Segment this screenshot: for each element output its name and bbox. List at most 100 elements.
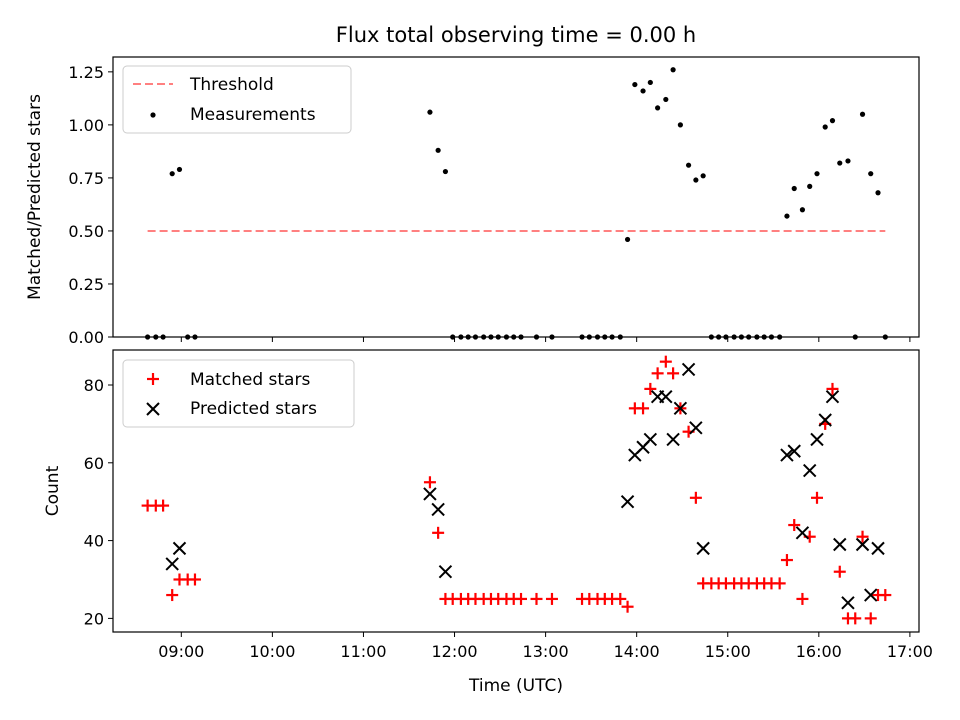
count-panel-frame [112, 349, 920, 633]
predicted-star-point [643, 432, 658, 447]
measurement-point [640, 88, 646, 94]
predicted-star-point [795, 526, 810, 540]
measurement-point [868, 171, 874, 177]
predicted-star-point [855, 537, 870, 552]
predicted-star-point [620, 494, 635, 509]
x-tick-label: 17:00 [887, 642, 933, 661]
predicted-star-point [803, 463, 817, 478]
measurement-point [632, 81, 638, 88]
matched-star-point [166, 589, 179, 602]
matched-star-point [667, 367, 680, 380]
measurement-point [685, 162, 692, 168]
matched-star-point [796, 592, 809, 605]
measurement-point [859, 111, 866, 117]
measurement-point [829, 118, 836, 124]
count-y-tick-label: 40 [84, 532, 104, 551]
matched-star-point [788, 519, 801, 532]
predicted-star-point [666, 432, 680, 447]
matched-star-point [849, 612, 862, 625]
ratio-legend: Threshold Measurements [122, 65, 352, 134]
measurement-point [655, 105, 661, 111]
ratio-y-tick-label: 1.00 [68, 116, 104, 135]
matched-legend-swatch [147, 373, 159, 385]
predicted-star-point [841, 596, 855, 610]
matched-star-point [879, 589, 892, 602]
x-tick-label: 10:00 [249, 642, 295, 661]
count-y-tick-label: 20 [84, 609, 104, 628]
predicted-star-point [780, 448, 794, 462]
ratio-legend-box [122, 65, 352, 134]
matched-legend-label: Matched stars [190, 370, 310, 390]
measurements-legend-label: Measurements [190, 105, 316, 125]
matched-star-point [689, 491, 702, 504]
ratio-panel-ticks: 0.00 0.25 0.50 0.75 1.00 1.25 [68, 63, 911, 347]
x-tick-label: 11:00 [340, 642, 386, 661]
measurement-point [176, 166, 183, 173]
predicted-star-point [810, 432, 824, 447]
matched-star-point [432, 526, 445, 539]
count-y-tick-label: 80 [84, 376, 104, 395]
x-tick-label: 13:00 [523, 642, 569, 661]
count-legend-box [122, 359, 355, 428]
count-y-tick-label: 60 [84, 454, 104, 473]
ratio-y-tick-label: 0.75 [68, 169, 104, 188]
measurement-point [624, 236, 631, 243]
matched-star-point [188, 573, 201, 586]
predicted-star-point [165, 557, 179, 571]
predicted-star-point [696, 541, 710, 556]
measurement-point [814, 171, 820, 177]
matched-star-point [637, 402, 650, 415]
predicted-star-point [818, 413, 832, 427]
count-points [141, 355, 892, 625]
predicted-star-point [659, 389, 673, 404]
ratio-y-tick-label: 0.50 [68, 222, 104, 241]
predicted-star-point [681, 362, 696, 377]
measurement-point [663, 96, 669, 103]
threshold-legend-label: Threshold [189, 75, 274, 95]
measurement-point [837, 160, 843, 166]
measurement-point [700, 173, 706, 179]
predicted-star-point [833, 537, 847, 552]
count-legend: Matched stars Predicted stars [122, 359, 355, 428]
matched-star-point [545, 592, 558, 605]
count-panel: 20 40 60 80 09:00 10:00 11:00 12:00 13:00 14:00 15… [43, 349, 933, 696]
predicted-star-point [689, 421, 703, 435]
measurement-point [169, 171, 175, 177]
count-panel-ticks: 20 40 60 80 09:00 10:00 11:00 12:00 13:00 14:00 15… [84, 376, 933, 661]
predicted-star-point [864, 588, 878, 602]
measurement-point [845, 158, 851, 164]
measurement-point [799, 207, 806, 213]
predicted-star-point [871, 541, 885, 556]
matched-star-point [644, 382, 657, 395]
ratio-y-tick-label: 0.25 [68, 275, 104, 294]
predicted-legend-label: Predicted stars [190, 399, 317, 419]
count-y-axis-label: Count [43, 465, 63, 516]
predicted-star-point [438, 565, 453, 579]
ratio-y-tick-label: 0.00 [68, 328, 104, 347]
ratio-y-axis-label: Matched/Predicted stars [25, 94, 45, 300]
matched-star-point [651, 367, 664, 380]
measurement-point [807, 183, 813, 189]
measurement-point [677, 122, 683, 128]
predicted-star-point [825, 389, 840, 404]
matched-star-point [826, 382, 839, 395]
measurement-point [435, 147, 441, 153]
measurement-point [442, 168, 449, 175]
ratio-y-tick-label: 1.25 [68, 63, 104, 82]
measurements-legend-swatch [150, 112, 156, 118]
measurement-point [784, 213, 790, 219]
matched-star-point [157, 499, 170, 512]
x-tick-label: 09:00 [158, 642, 204, 661]
matched-star-point [780, 554, 793, 567]
measurement-point [875, 190, 881, 196]
matched-star-point [773, 577, 786, 590]
predicted-star-point [172, 541, 187, 556]
x-tick-label: 14:00 [614, 642, 660, 661]
matched-star-point [810, 491, 823, 504]
ratio-panel: 0.00 0.25 0.50 0.75 1.00 1.25 Matched/Predict… [25, 56, 920, 347]
matched-star-point [515, 592, 528, 605]
x-axis-label: Time (UTC) [468, 676, 563, 696]
matched-star-point [856, 530, 869, 543]
predicted-star-point [423, 487, 437, 501]
